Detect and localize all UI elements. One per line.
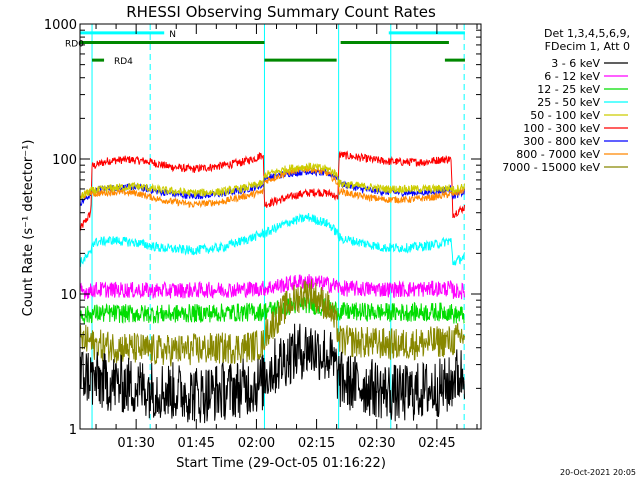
legend-label: 6 - 12 keV — [544, 70, 600, 83]
x-tick-label: 02:30 — [358, 436, 395, 451]
y-tick-label: 10 — [60, 288, 77, 303]
x-axis: 01:30 01:45 02:00 02:15 02:30 02:45 — [95, 24, 478, 451]
x-tick-label: 02:00 — [238, 436, 275, 451]
y-tick-label: 1 — [69, 423, 77, 438]
x-tick-label: 01:45 — [178, 436, 215, 451]
series-line — [79, 162, 465, 200]
series-group — [79, 150, 465, 424]
legend-label: 800 - 7000 keV — [516, 148, 600, 161]
y-tick-label: 100 — [52, 153, 77, 168]
series-line — [79, 165, 465, 209]
legend: Det 1,3,4,5,6,9,FDecim 1, Att 0 3 - 6 keV… — [502, 27, 630, 174]
legend-label: 7000 - 15000 keV — [502, 161, 600, 174]
legend-label: 300 - 800 keV — [523, 135, 600, 148]
legend-label: 100 - 300 keV — [523, 122, 600, 135]
legend-label: 50 - 100 keV — [530, 109, 600, 122]
series-line — [79, 323, 465, 424]
plot-frame — [79, 23, 482, 430]
series-line — [79, 274, 465, 300]
series-line — [79, 279, 465, 367]
series-line — [79, 295, 465, 324]
legend-header: FDecim 1, Att 0 — [545, 40, 630, 53]
legend-label: 3 - 6 keV — [551, 57, 600, 70]
x-tick-label: 02:45 — [418, 436, 455, 451]
series-line — [79, 150, 465, 231]
legend-label: 25 - 50 keV — [537, 96, 600, 109]
y-axis-label: Count Rate (s⁻¹ detector⁻¹) — [21, 140, 36, 317]
flag-bars: N RD0 RD4 — [65, 30, 465, 67]
axes — [79, 23, 482, 430]
series-line — [79, 212, 465, 267]
x-tick-label: 01:30 — [117, 436, 154, 451]
legend-header: Det 1,3,4,5,6,9, — [544, 27, 630, 40]
y-tick-label: 1000 — [44, 18, 77, 33]
flag-label: N — [169, 30, 176, 40]
y-axis: 1 10 100 1000 — [44, 18, 481, 438]
date-stamp: 20-Oct-2021 20:05 — [560, 468, 636, 477]
x-axis-label: Start Time (29-Oct-05 01:16:22) — [176, 456, 386, 471]
legend-label: 12 - 25 keV — [537, 83, 600, 96]
flag-label: RD0 — [65, 39, 84, 49]
chart-title: RHESSI Observing Summary Count Rates — [126, 3, 436, 21]
flag-label: RD4 — [114, 57, 133, 67]
x-tick-label: 02:15 — [298, 436, 335, 451]
